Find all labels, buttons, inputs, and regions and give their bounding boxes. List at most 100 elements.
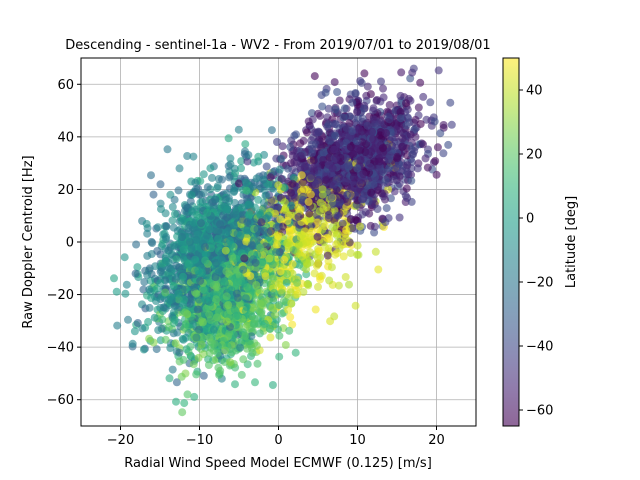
scatter-point [183, 152, 192, 160]
scatter-point [120, 253, 129, 262]
scatter-point [293, 290, 302, 298]
scatter-point [262, 191, 271, 200]
scatter-point [201, 256, 210, 265]
scatter-point [184, 260, 193, 269]
scatter-point [229, 188, 238, 196]
scatter-point [273, 138, 281, 146]
scatter-point [403, 193, 412, 202]
scatter-point [247, 332, 256, 341]
scatter-point [346, 249, 355, 257]
scatter-point [147, 171, 155, 180]
colorbar-tick-label: −40 [526, 340, 553, 355]
scatter-point [366, 90, 375, 99]
scatter-point [381, 195, 389, 204]
scatter-point [341, 273, 350, 281]
scatter-point [248, 240, 256, 249]
scatter-point [385, 164, 394, 172]
scatter-point [192, 370, 201, 379]
scatter-point [334, 281, 343, 290]
scatter-point [272, 248, 281, 257]
scatter-point [359, 176, 368, 185]
scatter-point [292, 158, 301, 167]
scatter-point [407, 176, 416, 185]
scatter-point [226, 358, 235, 367]
scatter-point [183, 390, 192, 399]
x-tick-label: 10 [349, 433, 366, 448]
scatter-point [293, 278, 302, 287]
scatter-point [224, 134, 233, 143]
scatter-point [237, 203, 246, 212]
scatter-point [236, 230, 245, 239]
colorbar-tick-label: 20 [526, 148, 543, 163]
scatter-point [122, 280, 131, 289]
scatter-point [221, 246, 230, 255]
scatter-point [393, 164, 402, 172]
scatter-point [191, 178, 200, 187]
scatter-point [296, 139, 305, 148]
scatter-point [419, 140, 427, 149]
y-tick-label: 40 [57, 130, 74, 145]
scatter-point [175, 164, 184, 173]
scatter-point [243, 157, 252, 166]
scatter-point [432, 170, 441, 179]
scatter-point [287, 188, 296, 197]
scatter-point [288, 260, 297, 268]
scatter-point [335, 139, 344, 148]
scatter-point [329, 180, 338, 189]
scatter-point [341, 234, 350, 243]
scatter-point [414, 103, 423, 112]
scatter-point [234, 277, 242, 286]
scatter-point [330, 312, 339, 321]
scatter-point [193, 305, 202, 314]
scatter-point [178, 233, 186, 241]
scatter-point [316, 198, 325, 207]
scatter-point [239, 265, 248, 274]
scatter-point [269, 274, 277, 283]
scatter-point [192, 333, 201, 342]
scatter-point [270, 288, 279, 297]
scatter-point [184, 224, 193, 232]
scatter-point [409, 150, 418, 159]
scatter-point [286, 143, 295, 151]
scatter-point [403, 168, 412, 177]
scatter-point [269, 296, 278, 305]
scatter-point [221, 346, 230, 355]
scatter-point [290, 131, 299, 140]
scatter-point [331, 120, 340, 129]
scatter-point [248, 303, 257, 312]
scatter-point [162, 222, 171, 230]
scatter-point [363, 82, 372, 91]
scatter-point [363, 121, 372, 130]
scatter-point [170, 195, 179, 204]
scatter-point [366, 163, 374, 171]
scatter-point [296, 151, 305, 160]
scatter-point [191, 255, 200, 264]
scatter-point [172, 255, 181, 264]
scatter-point [234, 125, 243, 134]
scatter-point [380, 189, 389, 198]
scatter-point [259, 198, 268, 207]
scatter-point [403, 161, 412, 170]
scatter-point [276, 215, 285, 224]
scatter-point [295, 260, 304, 269]
scatter-point [169, 329, 178, 338]
scatter-point [156, 267, 165, 276]
scatter-point [278, 222, 287, 231]
scatter-point [300, 163, 309, 172]
scatter-point [163, 145, 172, 154]
scatter-point [331, 250, 340, 259]
scatter-point [260, 319, 269, 328]
scatter-point [346, 215, 355, 223]
scatter-point [360, 104, 369, 113]
scatter-point [344, 161, 353, 170]
scatter-point [199, 371, 208, 380]
scatter-point [299, 178, 308, 187]
scatter-point [112, 287, 121, 296]
scatter-point [367, 188, 376, 197]
scatter-point [389, 175, 398, 184]
scatter-point [436, 129, 445, 138]
scatter-point [345, 280, 353, 289]
scatter-point [275, 165, 284, 174]
scatter-point [346, 185, 355, 194]
scatter-point [252, 174, 261, 183]
